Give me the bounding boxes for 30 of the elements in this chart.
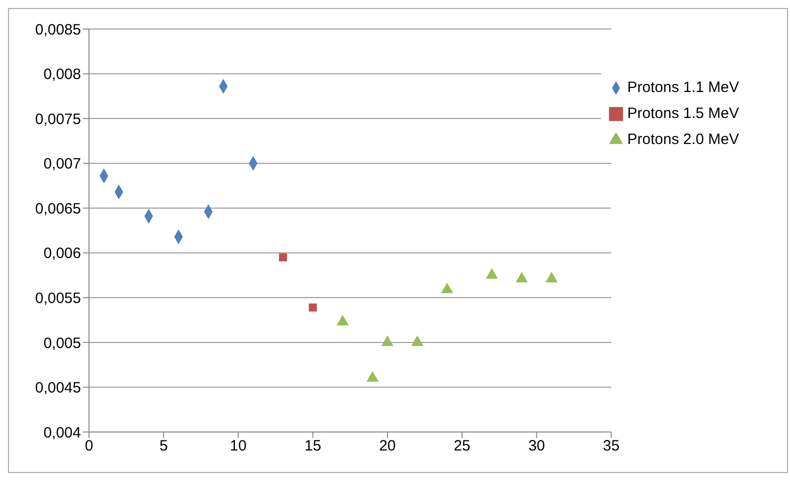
y-tick-label: 0,008 — [43, 66, 81, 84]
point — [516, 272, 528, 282]
point — [278, 253, 287, 262]
x-tick-label: 15 — [304, 438, 322, 455]
y-tick-label: 0,0065 — [35, 200, 81, 218]
legend-label: Protons 2.0 MeV — [627, 131, 739, 148]
point — [411, 335, 424, 346]
x-tick-label: 35 — [602, 438, 620, 455]
point — [486, 268, 498, 279]
y-tick-label: 0,0085 — [35, 21, 81, 38]
point — [546, 272, 558, 282]
y-tick-label: 0,0045 — [35, 380, 81, 397]
y-tick-label: 0,0055 — [35, 290, 81, 307]
y-tick-label: 0,005 — [43, 334, 81, 352]
x-tick-label: 25 — [454, 438, 470, 455]
x-tick-label: 20 — [379, 438, 396, 455]
point — [366, 371, 379, 382]
y-tick-label: 0,006 — [43, 245, 81, 262]
y-tick-label: 0,007 — [43, 156, 81, 173]
y-tick-label: 0,004 — [43, 424, 81, 442]
point — [336, 314, 349, 326]
legend-label: Protons 1.1 MeV — [627, 79, 739, 96]
y-tick-label: 0,0075 — [35, 110, 81, 128]
x-tick-label: 30 — [528, 438, 545, 455]
point — [381, 335, 394, 346]
legend-label: Protons 1.5 MeV — [627, 105, 739, 122]
x-tick-label: 10 — [230, 438, 247, 455]
x-tick-label: 5 — [159, 438, 168, 455]
point — [441, 282, 454, 294]
x-tick-label: 0 — [84, 438, 94, 455]
